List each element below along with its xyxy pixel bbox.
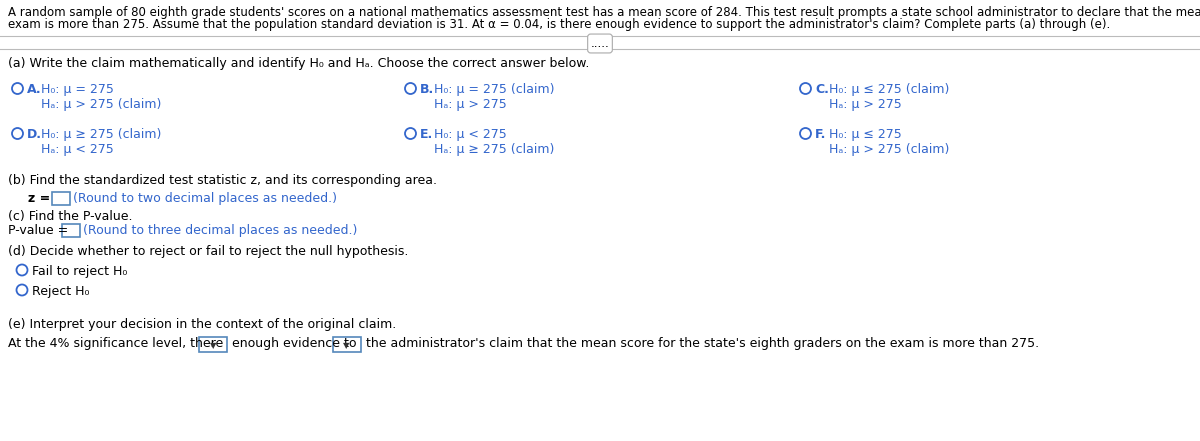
Text: H₀: μ < 275: H₀: μ < 275 xyxy=(434,128,506,141)
Text: (Round to two decimal places as needed.): (Round to two decimal places as needed.) xyxy=(73,192,337,205)
Text: Hₐ: μ > 275: Hₐ: μ > 275 xyxy=(829,98,901,111)
Text: Fail to reject H₀: Fail to reject H₀ xyxy=(32,265,127,278)
Text: At the 4% significance level, there: At the 4% significance level, there xyxy=(8,337,223,350)
Text: P-value =: P-value = xyxy=(8,224,72,237)
Text: H₀: μ = 275: H₀: μ = 275 xyxy=(41,83,114,96)
FancyBboxPatch shape xyxy=(332,337,360,352)
Text: Hₐ: μ < 275: Hₐ: μ < 275 xyxy=(41,143,114,156)
Text: (d) Decide whether to reject or fail to reject the null hypothesis.: (d) Decide whether to reject or fail to … xyxy=(8,245,408,258)
Text: ▼: ▼ xyxy=(343,341,350,350)
FancyBboxPatch shape xyxy=(52,192,70,205)
Text: C.: C. xyxy=(815,83,829,96)
Text: (c) Find the P-value.: (c) Find the P-value. xyxy=(8,210,132,223)
FancyBboxPatch shape xyxy=(199,337,227,352)
Text: ▼: ▼ xyxy=(210,341,216,350)
Text: A.: A. xyxy=(28,83,42,96)
Text: (e) Interpret your decision in the context of the original claim.: (e) Interpret your decision in the conte… xyxy=(8,318,396,331)
Text: exam is more than 275. Assume that the population standard deviation is 31. At α: exam is more than 275. Assume that the p… xyxy=(8,18,1110,31)
Text: Hₐ: μ ≥ 275 (claim): Hₐ: μ ≥ 275 (claim) xyxy=(434,143,554,156)
Text: (b) Find the standardized test statistic z, and its corresponding area.: (b) Find the standardized test statistic… xyxy=(8,174,437,187)
FancyBboxPatch shape xyxy=(62,224,80,237)
Text: z =: z = xyxy=(28,192,55,205)
Text: D.: D. xyxy=(28,128,42,141)
Text: Hₐ: μ > 275 (claim): Hₐ: μ > 275 (claim) xyxy=(829,143,949,156)
Text: H₀: μ = 275 (claim): H₀: μ = 275 (claim) xyxy=(434,83,554,96)
Text: A random sample of 80 eighth grade students' scores on a national mathematics as: A random sample of 80 eighth grade stude… xyxy=(8,6,1200,19)
Text: .....: ..... xyxy=(590,37,610,50)
Text: (a) Write the claim mathematically and identify H₀ and Hₐ. Choose the correct an: (a) Write the claim mathematically and i… xyxy=(8,57,589,70)
Text: Hₐ: μ > 275 (claim): Hₐ: μ > 275 (claim) xyxy=(41,98,161,111)
Text: enough evidence to: enough evidence to xyxy=(233,337,356,350)
Text: (Round to three decimal places as needed.): (Round to three decimal places as needed… xyxy=(83,224,358,237)
Text: the administrator's claim that the mean score for the state's eighth graders on : the administrator's claim that the mean … xyxy=(366,337,1039,350)
Text: E.: E. xyxy=(420,128,433,141)
Text: H₀: μ ≤ 275 (claim): H₀: μ ≤ 275 (claim) xyxy=(829,83,949,96)
Text: Reject H₀: Reject H₀ xyxy=(32,285,89,298)
Text: H₀: μ ≥ 275 (claim): H₀: μ ≥ 275 (claim) xyxy=(41,128,161,141)
Text: Hₐ: μ > 275: Hₐ: μ > 275 xyxy=(434,98,506,111)
Text: B.: B. xyxy=(420,83,434,96)
Text: F.: F. xyxy=(815,128,827,141)
Text: H₀: μ ≤ 275: H₀: μ ≤ 275 xyxy=(829,128,901,141)
